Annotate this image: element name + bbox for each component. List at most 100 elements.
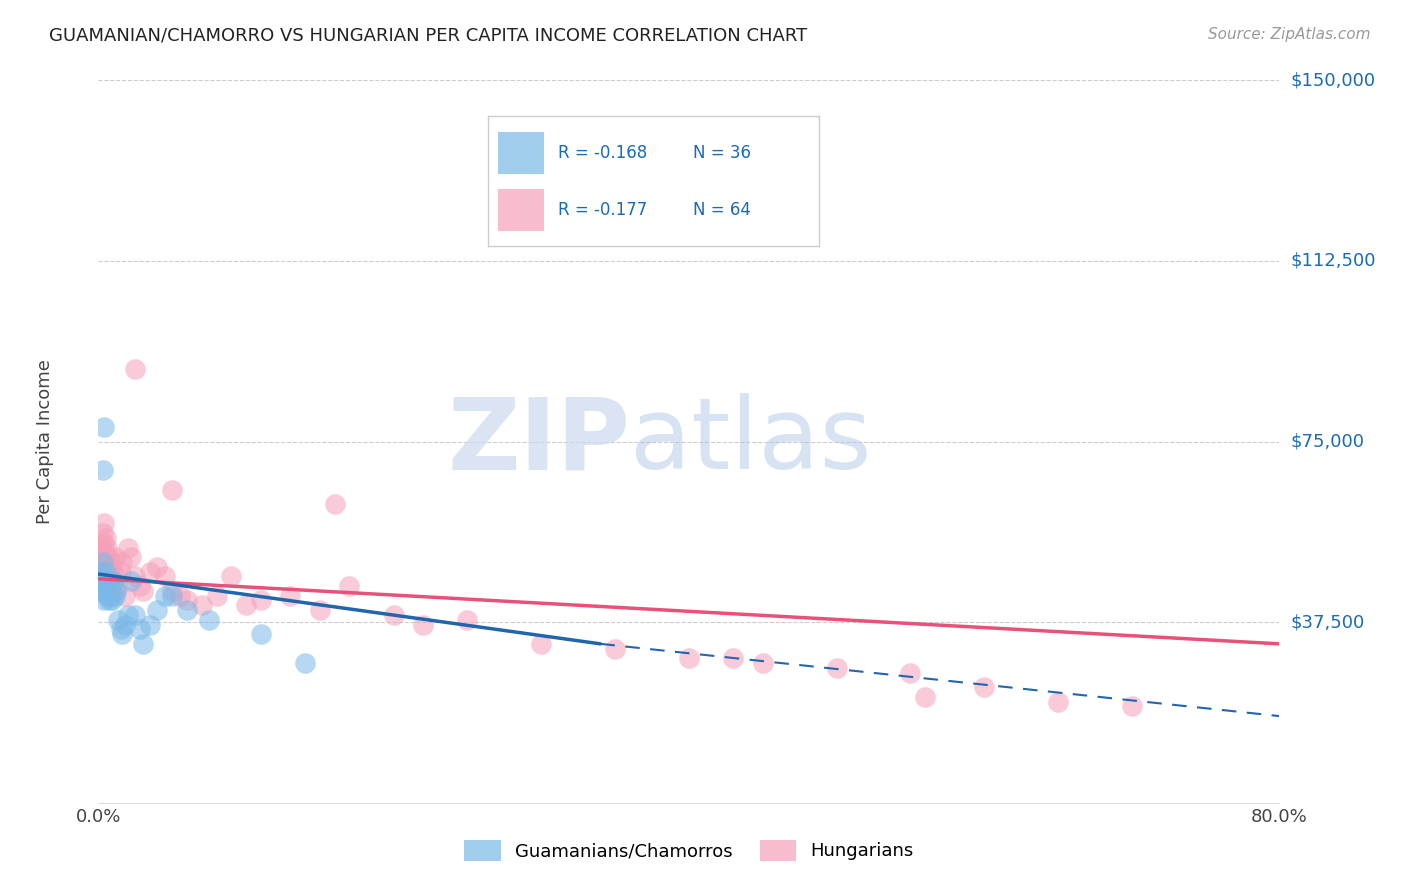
Point <box>1121 699 1143 714</box>
Point <box>191 599 214 613</box>
Point <box>97 559 120 574</box>
Point <box>90 535 112 549</box>
Point <box>339 579 361 593</box>
Point <box>93 420 115 434</box>
Point <box>105 583 128 598</box>
Point <box>117 607 139 622</box>
Point <box>678 651 700 665</box>
Text: $75,000: $75,000 <box>1291 433 1365 450</box>
Point <box>98 579 121 593</box>
Text: $112,500: $112,500 <box>1291 252 1376 270</box>
Point <box>457 613 479 627</box>
Point <box>162 483 183 497</box>
Point <box>124 569 146 583</box>
Point <box>139 617 162 632</box>
Legend: Guamanians/Chamorros, Hungarians: Guamanians/Chamorros, Hungarians <box>457 832 921 868</box>
Point <box>91 526 114 541</box>
Point <box>530 637 553 651</box>
Text: $37,500: $37,500 <box>1291 613 1365 632</box>
Point <box>98 555 121 569</box>
Point <box>91 574 114 589</box>
Point <box>825 661 848 675</box>
Point <box>162 589 183 603</box>
Text: ZIP: ZIP <box>447 393 630 490</box>
Point <box>124 362 146 376</box>
Point <box>96 589 118 603</box>
Point <box>146 559 169 574</box>
Point <box>176 593 198 607</box>
Point <box>309 603 332 617</box>
Point <box>91 555 114 569</box>
Point <box>107 613 129 627</box>
Point <box>280 589 302 603</box>
Point <box>96 574 118 589</box>
Point <box>250 627 273 641</box>
Point <box>104 589 127 603</box>
Text: $150,000: $150,000 <box>1291 71 1375 89</box>
Point <box>90 555 112 569</box>
Point <box>752 656 775 670</box>
Point <box>100 565 122 579</box>
Point <box>103 574 125 589</box>
Point <box>1046 695 1070 709</box>
Point <box>89 545 111 559</box>
Point <box>412 617 434 632</box>
Point <box>132 637 155 651</box>
Point <box>198 613 221 627</box>
Point <box>221 569 243 583</box>
Point <box>97 574 120 589</box>
Point <box>93 516 115 531</box>
Point <box>973 680 995 694</box>
Point <box>294 656 316 670</box>
Point <box>105 569 128 583</box>
Point <box>103 555 125 569</box>
Point <box>91 463 114 477</box>
Point <box>900 665 922 680</box>
Point <box>91 545 114 559</box>
Point <box>90 583 112 598</box>
Point <box>117 541 139 555</box>
Point <box>120 550 142 565</box>
Point <box>98 589 121 603</box>
Point <box>111 627 134 641</box>
Point <box>132 583 155 598</box>
Text: Per Capita Income: Per Capita Income <box>37 359 55 524</box>
Point <box>100 593 122 607</box>
Point <box>235 599 257 613</box>
Point <box>176 603 198 617</box>
Point <box>110 623 132 637</box>
Point <box>93 583 115 598</box>
Point <box>97 550 120 565</box>
Point <box>97 593 120 607</box>
Point <box>103 574 125 589</box>
Point <box>382 607 405 622</box>
Point <box>128 579 150 593</box>
Point <box>139 565 162 579</box>
Point <box>153 569 176 583</box>
Point <box>205 589 228 603</box>
Point <box>120 574 142 589</box>
Point <box>723 651 745 665</box>
Point <box>250 593 273 607</box>
Point <box>162 583 183 598</box>
Point <box>93 535 115 549</box>
Point <box>114 617 136 632</box>
Point <box>110 565 132 579</box>
Point <box>98 569 121 583</box>
Point <box>90 565 112 579</box>
Point <box>107 579 129 593</box>
Point <box>323 497 346 511</box>
Point <box>94 531 117 545</box>
Point <box>94 565 117 579</box>
Point <box>96 559 118 574</box>
Point <box>914 690 936 704</box>
Point <box>89 574 111 589</box>
Text: GUAMANIAN/CHAMORRO VS HUNGARIAN PER CAPITA INCOME CORRELATION CHART: GUAMANIAN/CHAMORRO VS HUNGARIAN PER CAPI… <box>49 27 807 45</box>
Text: atlas: atlas <box>630 393 872 490</box>
Point <box>128 623 150 637</box>
Point <box>169 589 191 603</box>
Point <box>124 607 146 622</box>
Point <box>94 550 117 565</box>
Text: Source: ZipAtlas.com: Source: ZipAtlas.com <box>1208 27 1371 42</box>
Point <box>146 603 169 617</box>
